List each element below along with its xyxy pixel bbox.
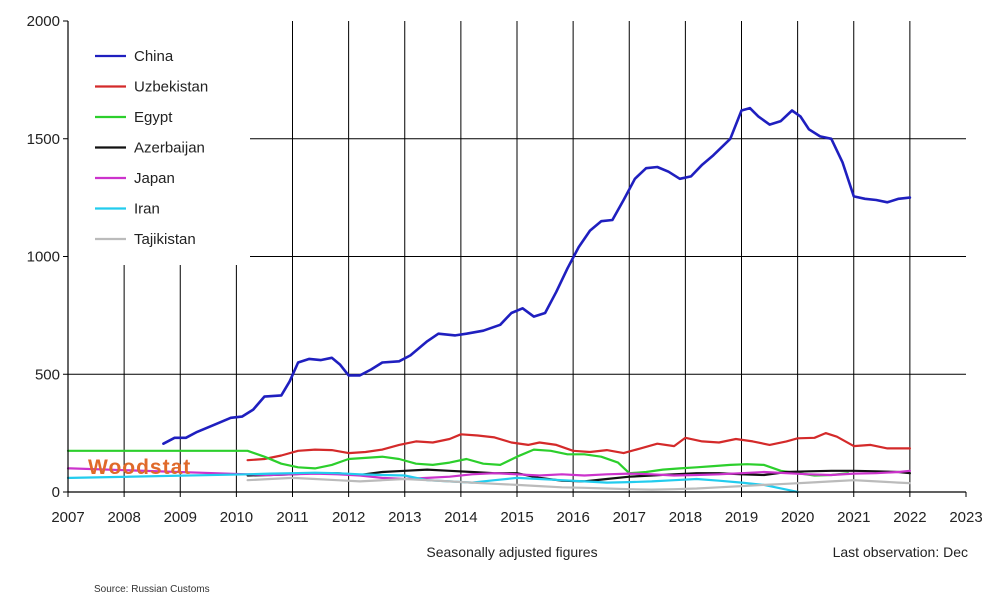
x-tick-label: 2017	[613, 509, 646, 526]
x-tick-label: 2013	[388, 509, 421, 526]
legend-label-iran: Iran	[134, 201, 160, 218]
y-tick-label: 2000	[27, 13, 60, 30]
y-tick-label: 500	[35, 366, 60, 383]
legend-label-china: China	[134, 48, 174, 65]
brand-watermark: Woodstat	[88, 456, 191, 479]
series-line-uzbekistan	[246, 432, 911, 462]
x-tick-label: 2022	[893, 509, 926, 526]
x-tick-label: 2019	[725, 509, 758, 526]
x-tick-label: 2020	[781, 509, 814, 526]
legend-box	[82, 33, 250, 265]
note-seasonally-adjusted: Seasonally adjusted figures	[426, 544, 597, 560]
series-line-tajikistan	[246, 476, 911, 491]
legend-label-azerbaijan: Azerbaijan	[134, 140, 205, 157]
series-line-japan	[66, 467, 911, 481]
series-line-china	[162, 106, 912, 445]
series-line-egypt	[66, 448, 850, 477]
y-tick-label: 0	[52, 484, 60, 501]
x-tick-label: 2008	[107, 509, 140, 526]
x-tick-label: 2015	[500, 509, 533, 526]
legend-label-egypt: Egypt	[134, 109, 173, 126]
x-tick-label: 2010	[220, 509, 253, 526]
x-tick-label: 2016	[556, 509, 589, 526]
x-tick-label: 2011	[276, 509, 308, 526]
axis-layer: 2007 2008 2009 2010 2011 2012 2013 2014 2015 2016…	[27, 13, 982, 526]
legend-label-tajikistan: Tajikistan	[134, 231, 196, 248]
x-tick-label: 2023	[949, 509, 982, 526]
legend-label-japan: Japan	[134, 170, 175, 187]
x-tick-label: 2009	[164, 509, 197, 526]
x-tick-label: 2018	[669, 509, 702, 526]
legend-label-uzbekistan: Uzbekistan	[134, 79, 208, 96]
source-note: Source: Russian Customs	[94, 584, 210, 595]
y-tick-label: 1000	[27, 249, 60, 266]
x-tick-label: 2021	[837, 509, 870, 526]
grid-layer	[68, 21, 966, 492]
note-last-observation: Last observation: Dec	[833, 544, 968, 560]
x-tick-label: 2014	[444, 509, 477, 526]
x-tick-label: 2007	[51, 509, 84, 526]
series-line-iran	[66, 471, 799, 494]
x-tick-label: 2012	[332, 509, 365, 526]
series-layer	[66, 106, 912, 494]
y-tick-label: 1500	[27, 131, 60, 148]
legend: China Uzbekistan Egypt Azerbaijan Japan Iran T…	[82, 33, 250, 265]
